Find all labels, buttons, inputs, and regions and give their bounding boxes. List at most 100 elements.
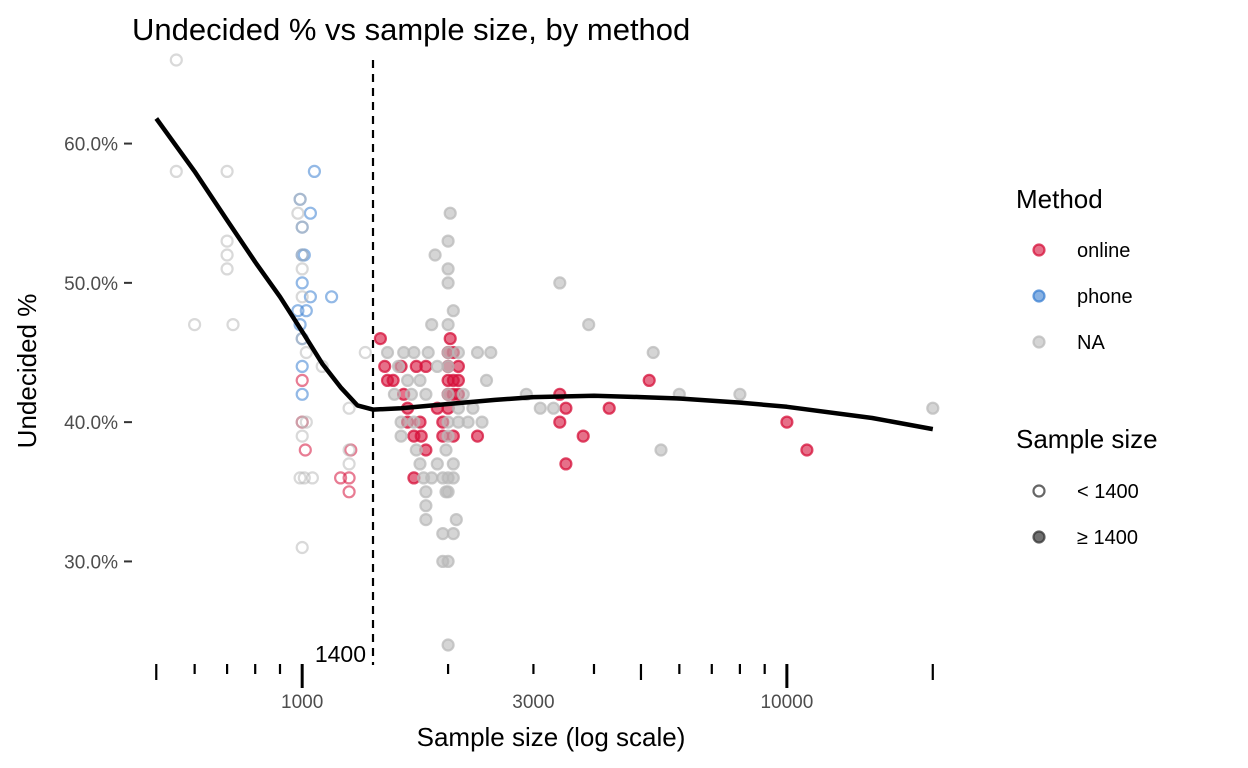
data-point-online [373, 332, 387, 346]
data-point-na [409, 443, 423, 457]
data-point-na [391, 359, 406, 373]
data-point-na [533, 401, 547, 415]
data-point-online [559, 401, 573, 415]
data-point-na [220, 164, 234, 178]
data-point-na [299, 345, 313, 360]
data-point-online [378, 359, 392, 373]
data-point-na [226, 318, 240, 332]
data-point-na [441, 276, 455, 290]
data-point-na [401, 373, 415, 387]
data-point-na [413, 457, 427, 471]
data-point-na [430, 359, 444, 373]
data-point-na [470, 345, 485, 360]
data-point-na [441, 485, 455, 499]
data-point-na [446, 471, 460, 485]
legend-size-label: ≥ 1400 [1077, 527, 1138, 549]
data-point-na [553, 276, 567, 290]
data-point-na [582, 318, 596, 332]
data-point-na [654, 443, 668, 457]
data-point-na [456, 387, 470, 401]
data-point-na [441, 387, 455, 401]
data-point-na [421, 345, 435, 360]
y-tick-label: 50.0% [64, 274, 118, 295]
data-point-na [441, 638, 455, 652]
data-point-phone [307, 164, 321, 178]
data-point-online [576, 429, 590, 443]
data-point-na [439, 443, 453, 457]
legend-sample-size: Sample size < 1400 ≥ 1400 [1016, 424, 1158, 549]
data-point-na [441, 234, 455, 248]
data-point-na [169, 164, 183, 178]
data-point-na [461, 415, 475, 429]
data-point-na [342, 443, 356, 457]
data-point-na [449, 512, 463, 527]
legend-method-key-online [1032, 243, 1046, 257]
data-point-na [443, 206, 457, 220]
data-point-na [441, 359, 455, 373]
data-point-na [441, 429, 455, 443]
points-layer [169, 53, 940, 652]
data-point-na [446, 526, 460, 541]
data-point-na [404, 387, 418, 401]
data-point-online [386, 373, 400, 387]
data-point-online [414, 429, 428, 443]
data-point-na [342, 401, 356, 415]
data-point-online [470, 429, 485, 443]
data-point-na [358, 345, 372, 360]
data-point-na [293, 471, 307, 485]
data-point-phone [295, 276, 309, 290]
data-point-na [342, 457, 356, 471]
data-point-phone [303, 206, 317, 220]
x-tick-label: 1000 [281, 692, 323, 713]
data-point-na [546, 401, 561, 415]
data-point-na [291, 206, 305, 220]
data-point-phone [291, 304, 305, 318]
data-point-na [446, 304, 460, 318]
data-point-phone [303, 290, 317, 304]
data-point-online [334, 471, 348, 485]
data-point-na [413, 373, 427, 387]
legend-size-key [1032, 530, 1046, 544]
data-point-online [451, 373, 465, 387]
data-point-na [305, 471, 319, 485]
data-point-online [295, 373, 309, 387]
legend-method: Method online phone NA [1016, 184, 1133, 354]
data-point-na [387, 387, 401, 401]
data-point-online [800, 443, 814, 457]
data-point-phone [295, 387, 309, 401]
data-point-na [926, 401, 940, 415]
data-point-online [342, 471, 356, 485]
data-point-na [380, 345, 395, 360]
y-axis: 30.0% 40.0% 50.0% 60.0% [64, 135, 132, 573]
data-point-na [425, 471, 439, 485]
data-point-na [295, 248, 309, 262]
y-axis-title: Undecided % [12, 294, 42, 449]
data-point-na [295, 290, 309, 304]
legend-method-title: Method [1016, 184, 1103, 214]
data-point-na [436, 526, 450, 541]
data-point-na [484, 345, 498, 360]
data-point-na [425, 318, 439, 332]
x-axis: 1000 3000 10000 [155, 664, 934, 713]
data-point-online [559, 457, 573, 471]
x-tick-label: 10000 [760, 692, 813, 713]
data-point-online [419, 359, 433, 373]
legend-size-label: < 1400 [1077, 481, 1139, 503]
data-point-online [602, 401, 616, 415]
data-point-phone [325, 290, 339, 304]
trend-line [154, 117, 934, 432]
data-point-phone [299, 304, 313, 318]
data-point-na [407, 415, 421, 429]
data-point-na [407, 345, 421, 360]
data-point-phone [295, 359, 309, 373]
data-point-na [441, 318, 455, 332]
data-point-na [220, 262, 234, 276]
reference-line-layer: 1400 [315, 60, 375, 667]
x-tick-label: 3000 [512, 692, 554, 713]
data-point-na [394, 429, 408, 443]
data-point-na [419, 387, 433, 401]
data-point-na [428, 248, 442, 262]
data-point-online [780, 415, 794, 429]
data-point-online [443, 332, 457, 346]
